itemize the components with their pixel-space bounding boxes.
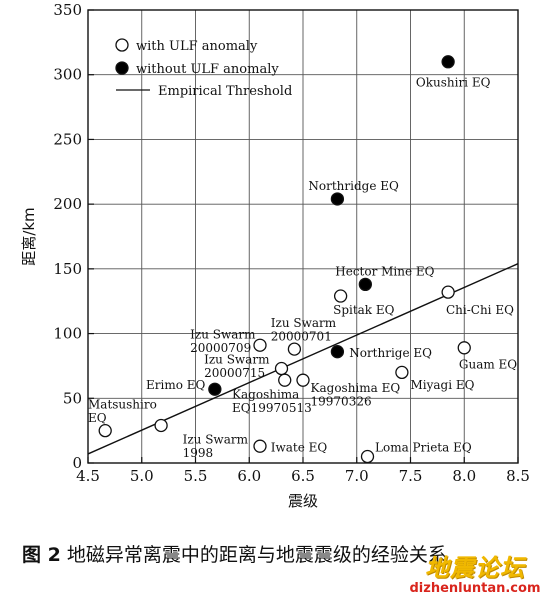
point-annotation: Hector Mine EQ	[335, 264, 434, 278]
caption-text: 地磁异常离震中的距离与地震震级的经验关系	[66, 544, 447, 566]
y-tick-label: 300	[53, 66, 82, 84]
figure-number: 图 2	[22, 544, 61, 566]
x-tick-label: 5.5	[184, 467, 208, 485]
data-point-with-ulf	[457, 341, 471, 355]
point-annotation: Okushiri EQ	[416, 75, 491, 89]
y-tick-label: 100	[53, 325, 82, 343]
data-point-without-ulf	[330, 192, 345, 206]
data-point-with-ulf	[296, 373, 310, 387]
watermark-site-name: 地震论坛	[425, 554, 525, 582]
data-point-with-ulf	[98, 423, 112, 438]
point-annotation: Izu Swarm	[204, 352, 270, 366]
y-tick-label: 350	[53, 1, 82, 19]
legend-marker-with-ulf	[115, 38, 129, 52]
data-point-without-ulf	[441, 55, 455, 69]
point-annotation: Northrige EQ	[349, 346, 432, 360]
data-point-without-ulf	[330, 345, 345, 359]
point-annotation: Iwate EQ	[271, 440, 328, 454]
data-point-with-ulf	[154, 418, 168, 433]
data-point-with-ulf	[274, 361, 289, 376]
point-annotation: Izu Swarm	[183, 433, 249, 447]
x-tick-label: 4.5	[76, 467, 100, 485]
legend-label-threshold: Empirical Threshold	[158, 84, 292, 99]
data-point-with-ulf	[287, 342, 302, 356]
x-tick-label: 8.0	[452, 467, 476, 485]
data-point-with-ulf	[278, 373, 292, 387]
point-annotation: Northridge EQ	[308, 179, 399, 193]
data-point-with-ulf	[253, 439, 267, 453]
point-annotation: 19970326	[311, 394, 372, 408]
x-tick-label: 5.0	[130, 467, 154, 485]
legend-label-without-ulf: without ULF anomaly	[136, 62, 279, 77]
point-annotation: Miyagi EQ	[411, 378, 475, 392]
chart: 4.5 5.0 5.5 6.0 6.5 7.0 7.5 8.0 8.5 0 50 100 150 200 2…	[20, 1, 530, 510]
y-tick-label: 0	[72, 454, 82, 472]
point-annotation: EQ19970513	[232, 401, 312, 415]
point-annotation: Guam EQ	[459, 358, 517, 372]
point-annotation: EQ	[88, 411, 107, 425]
x-tick-label: 8.5	[506, 467, 530, 485]
x-tick-label: 7.0	[345, 467, 369, 485]
data-point-with-ulf	[333, 289, 348, 303]
y-tick-label: 150	[53, 260, 82, 278]
y-tick-label: 50	[63, 389, 82, 407]
point-annotation: Kagoshima EQ	[311, 381, 401, 395]
data-point-with-ulf	[395, 365, 409, 380]
point-annotation: Erimo EQ	[146, 378, 206, 392]
point-annotation: Loma Prieta EQ	[375, 440, 472, 454]
legend-label-with-ulf: with ULF anomaly	[136, 39, 258, 54]
point-annotation: Izu Swarm	[271, 316, 337, 330]
x-tick-label: 6.0	[237, 467, 261, 485]
x-tick-label: 7.5	[399, 467, 423, 485]
y-axis-title: 距离/km	[20, 207, 38, 265]
legend-marker-without-ulf	[115, 61, 129, 75]
data-point-without-ulf	[358, 277, 373, 292]
point-annotation: Spitak EQ	[333, 303, 395, 317]
figure-caption: 图 2 地磁异常离震中的距离与地震震级的经验关系	[22, 540, 542, 570]
point-annotation: Matsushiro	[88, 398, 157, 412]
data-point-without-ulf	[208, 382, 222, 396]
site-watermark: 地震论坛 dizhenluntan.com	[405, 548, 545, 596]
point-annotation: 1998	[183, 446, 214, 460]
x-axis-title: 震级	[288, 492, 318, 510]
data-point-with-ulf	[441, 285, 455, 299]
data-point-with-ulf	[360, 449, 375, 464]
point-annotation: Chi-Chi EQ	[446, 303, 514, 317]
y-tick-label: 200	[53, 195, 82, 213]
point-annotation: 20000701	[271, 330, 332, 344]
y-tick-label: 250	[53, 130, 82, 148]
x-tick-label: 6.5	[291, 467, 315, 485]
watermark-url: dizhenluntan.com	[409, 581, 541, 596]
point-annotation: 20000709	[190, 341, 251, 355]
point-annotation: 20000715	[204, 366, 265, 380]
point-annotation: Kagoshima	[232, 387, 299, 401]
point-annotation: Izu Swarm	[190, 328, 256, 342]
data-point-with-ulf	[253, 338, 267, 352]
